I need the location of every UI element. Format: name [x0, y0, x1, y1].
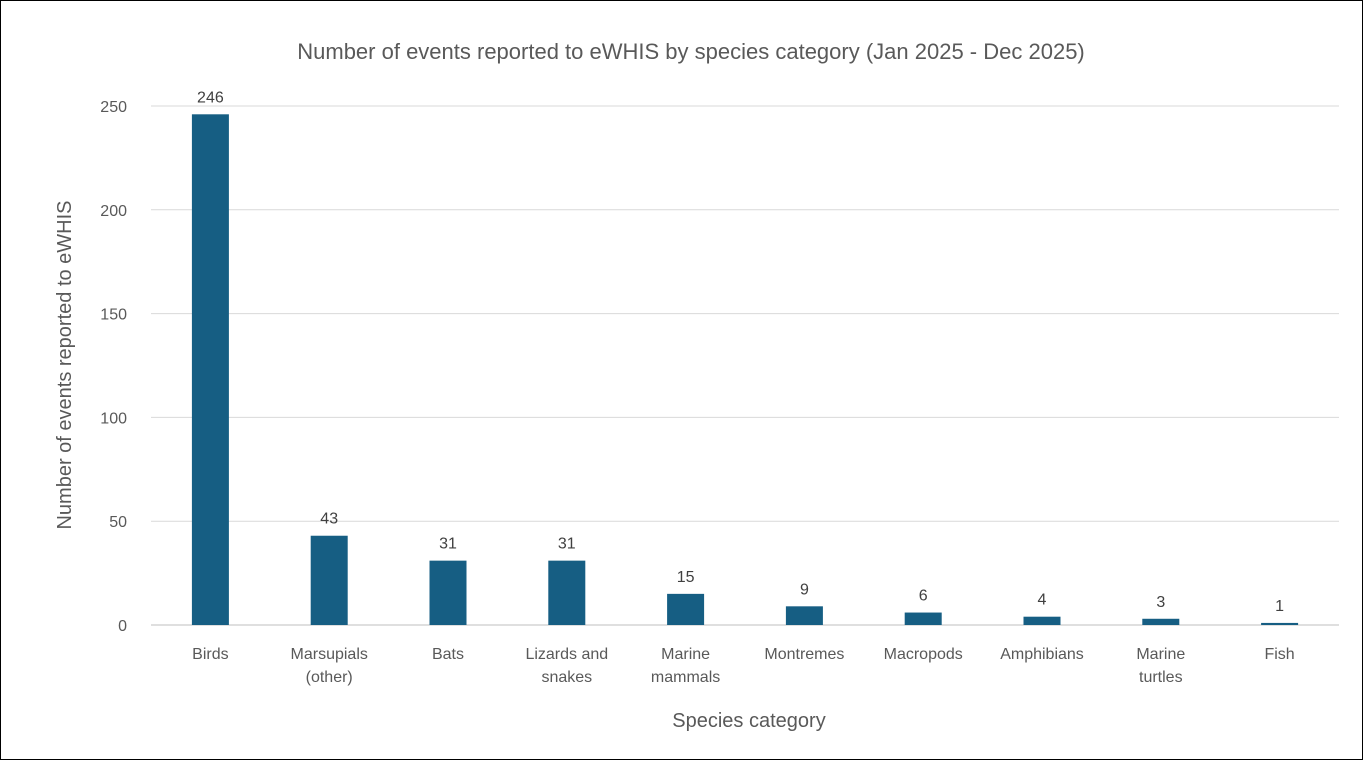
y-tick-label: 250	[100, 99, 127, 116]
y-axis-title: Number of events reported to eWHIS	[54, 200, 76, 529]
data-label: 6	[919, 588, 928, 605]
gridlines	[151, 105, 1339, 626]
category-label-line: Marine	[1136, 646, 1185, 663]
category-label-line: Fish	[1264, 646, 1294, 663]
bar	[904, 612, 942, 625]
data-label: 43	[320, 511, 338, 528]
data-label: 15	[677, 569, 695, 586]
category-label-line: Bats	[432, 646, 464, 663]
category-label: Amphibians	[1000, 646, 1084, 663]
bar	[667, 593, 705, 625]
data-label: 31	[439, 536, 457, 553]
data-label: 1	[1275, 598, 1284, 615]
category-label-line: Marsupials	[291, 646, 368, 663]
data-label: 4	[1038, 592, 1047, 609]
category-label: Birds	[192, 646, 228, 663]
bar	[785, 606, 823, 625]
y-tick-label: 0	[118, 618, 127, 635]
x-axis-categories: Birds Marsupials (other) Bats Lizards and sna…	[192, 646, 1295, 686]
category-label-line: (other)	[306, 669, 353, 686]
category-label: Marsupials (other)	[291, 646, 368, 686]
bars	[191, 114, 1299, 625]
category-label: Macropods	[884, 646, 963, 663]
category-label-line: Birds	[192, 646, 228, 663]
y-tick-label: 100	[100, 410, 127, 427]
category-label-line: Lizards and	[525, 646, 608, 663]
category-label-line: turtles	[1139, 669, 1183, 686]
bar	[429, 560, 467, 625]
bar	[1261, 622, 1299, 625]
category-label-line: Marine	[661, 646, 710, 663]
bar	[1142, 618, 1180, 625]
data-label: 31	[558, 536, 576, 553]
data-label: 9	[800, 581, 809, 598]
category-label: Montremes	[764, 646, 844, 663]
category-label: Lizards and snakes	[525, 646, 608, 686]
category-label: Bats	[432, 646, 464, 663]
category-label-line: Macropods	[884, 646, 963, 663]
category-label: Marine mammals	[651, 646, 720, 686]
data-label: 246	[197, 89, 224, 106]
category-label: Fish	[1264, 646, 1294, 663]
category-label-line: Montremes	[764, 646, 844, 663]
x-axis-title: Species category	[672, 710, 825, 732]
y-tick-label: 50	[109, 514, 127, 531]
y-tick-label: 200	[100, 203, 127, 220]
category-label: Marine turtles	[1136, 646, 1185, 686]
bar	[191, 114, 229, 625]
bar	[1023, 616, 1061, 625]
category-label-line: mammals	[651, 669, 720, 686]
chart-title: Number of events reported to eWHIS by sp…	[297, 39, 1085, 64]
bar	[548, 560, 586, 625]
category-label-line: snakes	[541, 669, 592, 686]
bar	[310, 535, 348, 625]
y-axis-ticks: 0 50 100 150 200 250	[100, 99, 127, 635]
y-tick-label: 150	[100, 307, 127, 324]
category-label-line: Amphibians	[1000, 646, 1084, 663]
data-label: 3	[1156, 594, 1165, 611]
